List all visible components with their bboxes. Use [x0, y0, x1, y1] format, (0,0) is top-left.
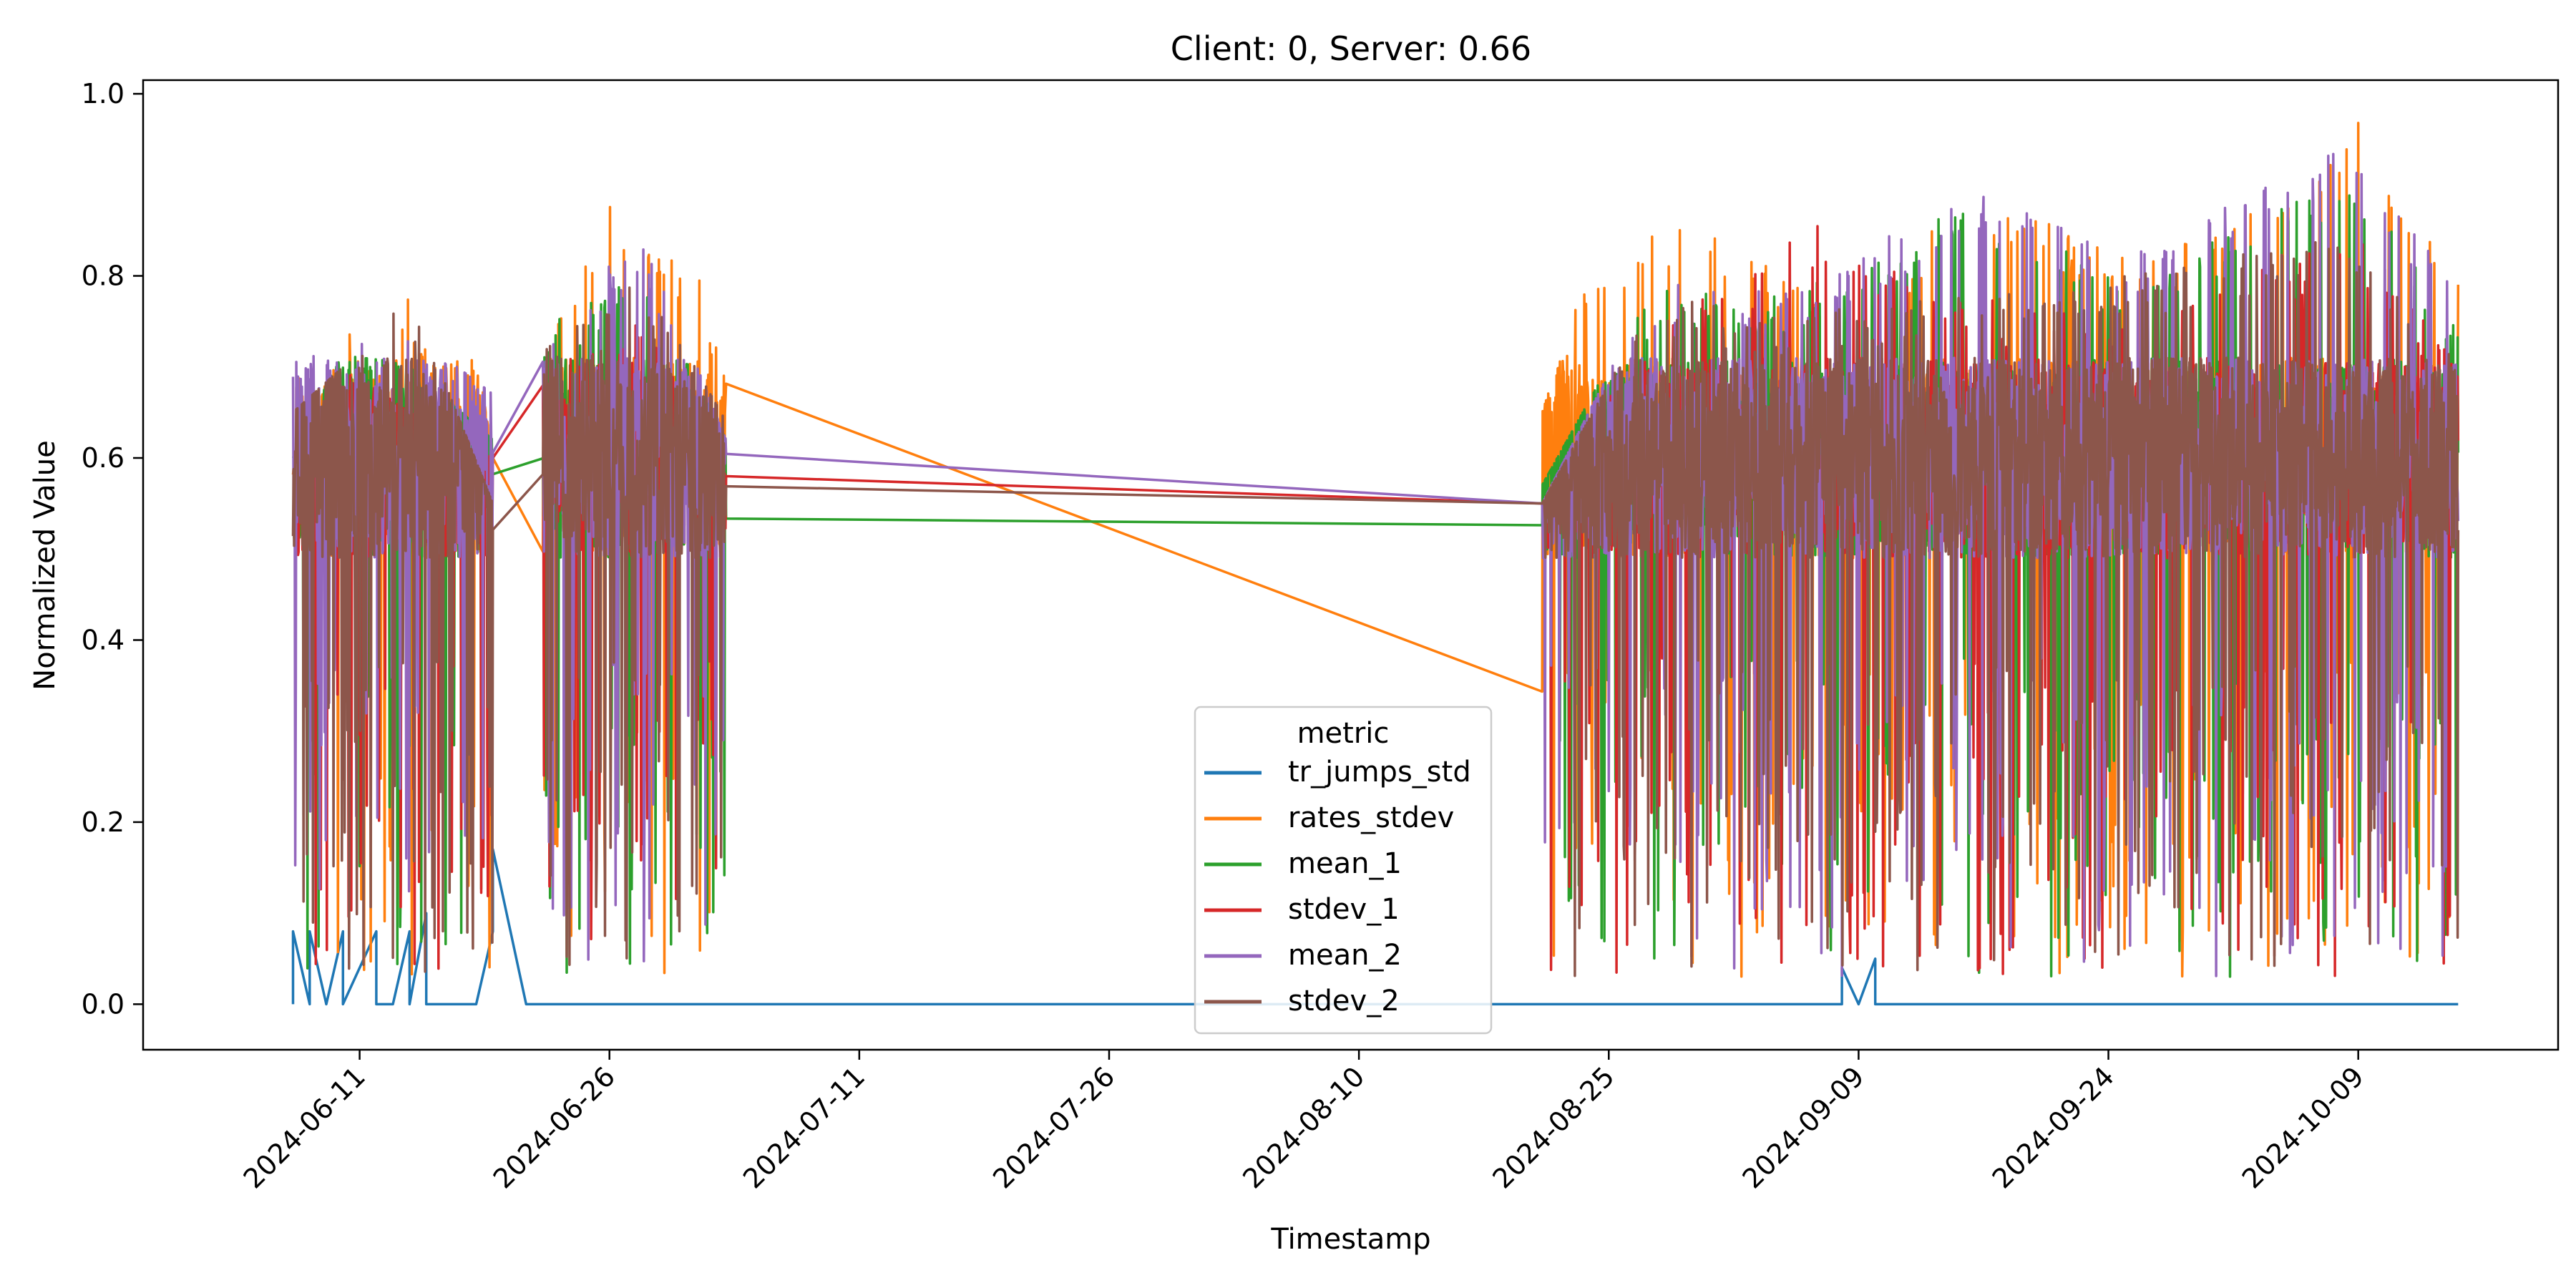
x-axis-label: Timestamp — [1270, 1223, 1430, 1256]
y-tick-label: 0.2 — [82, 806, 125, 838]
series-layer — [291, 122, 2460, 1006]
legend-entry-label: stdev_1 — [1288, 893, 1400, 926]
series-line-stdev-2 — [291, 241, 2460, 977]
legend: metric tr_jumps_std rates_stdev mean_1stde… — [1194, 706, 1493, 1035]
plot-frame — [142, 79, 2560, 1051]
legend-title: metric — [1297, 717, 1390, 750]
legend-entry-label: rates_stdev — [1288, 801, 1454, 834]
legend-entry-label: tr_jumps_std — [1288, 756, 1471, 789]
y-tick-label: 0.8 — [82, 260, 125, 292]
legend-box — [1194, 706, 1493, 1035]
legend-items: tr_jumps_std rates_stdev mean_1 stdev_1mean… — [1204, 756, 1471, 1018]
y-axis: 0.0 0.2 0.4 0.6 0.8 1.0 — [82, 78, 143, 1020]
legend-entry-label: stdev_2 — [1288, 985, 1400, 1018]
legend-entry-label: mean_2 — [1288, 939, 1402, 972]
y-tick-label: 0.0 — [82, 988, 125, 1020]
y-tick-label: 0.4 — [82, 624, 125, 655]
legend-entry-label: mean_1 — [1288, 847, 1402, 880]
chart-title: Client: 0, Server: 0.66 — [1171, 29, 1531, 68]
plot-area — [142, 79, 2560, 1051]
y-tick-label: 1.0 — [82, 78, 125, 109]
y-tick-label: 0.6 — [82, 442, 125, 474]
series-line-tr-jumps-std — [291, 848, 2459, 1006]
y-axis-label: Normalized Value — [29, 440, 62, 690]
